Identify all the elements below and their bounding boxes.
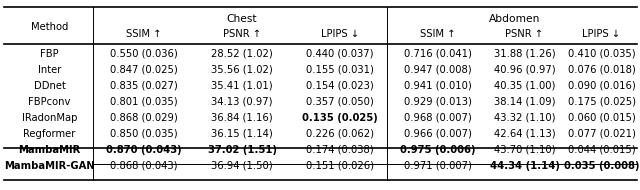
- Text: Method: Method: [31, 21, 68, 32]
- Text: 0.550 (0.036): 0.550 (0.036): [110, 49, 178, 59]
- Text: 35.41 (1.01): 35.41 (1.01): [211, 81, 273, 91]
- Text: 35.56 (1.02): 35.56 (1.02): [211, 65, 273, 75]
- Text: 38.14 (1.09): 38.14 (1.09): [493, 97, 556, 107]
- Text: 0.357 (0.050): 0.357 (0.050): [306, 97, 374, 107]
- Text: 31.88 (1.26): 31.88 (1.26): [493, 49, 556, 59]
- Text: PSNR ↑: PSNR ↑: [223, 29, 261, 39]
- Text: 37.02 (1.51): 37.02 (1.51): [207, 145, 276, 155]
- Text: 0.174 (0.038): 0.174 (0.038): [306, 145, 374, 155]
- Text: IRadonMap: IRadonMap: [22, 113, 77, 123]
- Text: Chest: Chest: [227, 14, 257, 24]
- Text: PSNR ↑: PSNR ↑: [506, 29, 543, 39]
- Text: 44.34 (1.14): 44.34 (1.14): [490, 161, 559, 171]
- Text: 0.226 (0.062): 0.226 (0.062): [306, 129, 374, 139]
- Text: 0.035 (0.008): 0.035 (0.008): [564, 161, 639, 171]
- Text: 0.175 (0.025): 0.175 (0.025): [568, 97, 636, 107]
- Text: 0.847 (0.025): 0.847 (0.025): [110, 65, 178, 75]
- Text: 0.870 (0.043): 0.870 (0.043): [106, 145, 182, 155]
- Text: SSIM ↑: SSIM ↑: [126, 29, 162, 39]
- Text: 0.440 (0.037): 0.440 (0.037): [307, 49, 374, 59]
- Text: 36.94 (1.50): 36.94 (1.50): [211, 161, 273, 171]
- Text: MambaMIR: MambaMIR: [19, 145, 81, 155]
- Text: FBP: FBP: [40, 49, 59, 59]
- Text: LPIPS ↓: LPIPS ↓: [582, 29, 621, 39]
- Text: 0.868 (0.029): 0.868 (0.029): [110, 113, 178, 123]
- Text: DDnet: DDnet: [33, 81, 65, 91]
- Text: 0.850 (0.035): 0.850 (0.035): [110, 129, 178, 139]
- Text: 0.151 (0.026): 0.151 (0.026): [306, 161, 374, 171]
- Text: Inter: Inter: [38, 65, 61, 75]
- Text: 34.13 (0.97): 34.13 (0.97): [211, 97, 273, 107]
- Text: 28.52 (1.02): 28.52 (1.02): [211, 49, 273, 59]
- Text: 40.96 (0.97): 40.96 (0.97): [493, 65, 556, 75]
- Text: 0.966 (0.007): 0.966 (0.007): [404, 129, 472, 139]
- Text: SSIM ↑: SSIM ↑: [420, 29, 455, 39]
- Text: 0.154 (0.023): 0.154 (0.023): [306, 81, 374, 91]
- Text: 0.090 (0.016): 0.090 (0.016): [568, 81, 636, 91]
- Text: 0.716 (0.041): 0.716 (0.041): [404, 49, 472, 59]
- Text: 36.84 (1.16): 36.84 (1.16): [211, 113, 273, 123]
- Text: 0.968 (0.007): 0.968 (0.007): [404, 113, 472, 123]
- Text: 43.32 (1.10): 43.32 (1.10): [493, 113, 556, 123]
- Text: 36.15 (1.14): 36.15 (1.14): [211, 129, 273, 139]
- Text: 0.835 (0.027): 0.835 (0.027): [110, 81, 178, 91]
- Text: 0.947 (0.008): 0.947 (0.008): [404, 65, 471, 75]
- Text: 0.076 (0.018): 0.076 (0.018): [568, 65, 636, 75]
- Text: 0.929 (0.013): 0.929 (0.013): [404, 97, 472, 107]
- Text: 0.941 (0.010): 0.941 (0.010): [404, 81, 472, 91]
- Text: FBPconv: FBPconv: [28, 97, 70, 107]
- Text: 0.868 (0.043): 0.868 (0.043): [110, 161, 178, 171]
- Text: 43.70 (1.10): 43.70 (1.10): [493, 145, 556, 155]
- Text: 0.077 (0.021): 0.077 (0.021): [568, 129, 636, 139]
- Text: Regformer: Regformer: [23, 129, 76, 139]
- Text: 0.155 (0.031): 0.155 (0.031): [306, 65, 374, 75]
- Text: 0.044 (0.015): 0.044 (0.015): [568, 145, 636, 155]
- Text: LPIPS ↓: LPIPS ↓: [321, 29, 359, 39]
- Text: Abdomen: Abdomen: [489, 14, 540, 24]
- Text: 0.971 (0.007): 0.971 (0.007): [404, 161, 472, 171]
- Text: 0.410 (0.035): 0.410 (0.035): [568, 49, 636, 59]
- Text: 40.35 (1.00): 40.35 (1.00): [494, 81, 555, 91]
- Text: 42.64 (1.13): 42.64 (1.13): [493, 129, 556, 139]
- Text: 0.975 (0.006): 0.975 (0.006): [400, 145, 476, 155]
- Text: 0.135 (0.025): 0.135 (0.025): [302, 113, 378, 123]
- Text: 0.060 (0.015): 0.060 (0.015): [568, 113, 636, 123]
- Text: 0.801 (0.035): 0.801 (0.035): [110, 97, 178, 107]
- Text: MambaMIR-GAN: MambaMIR-GAN: [4, 161, 95, 171]
